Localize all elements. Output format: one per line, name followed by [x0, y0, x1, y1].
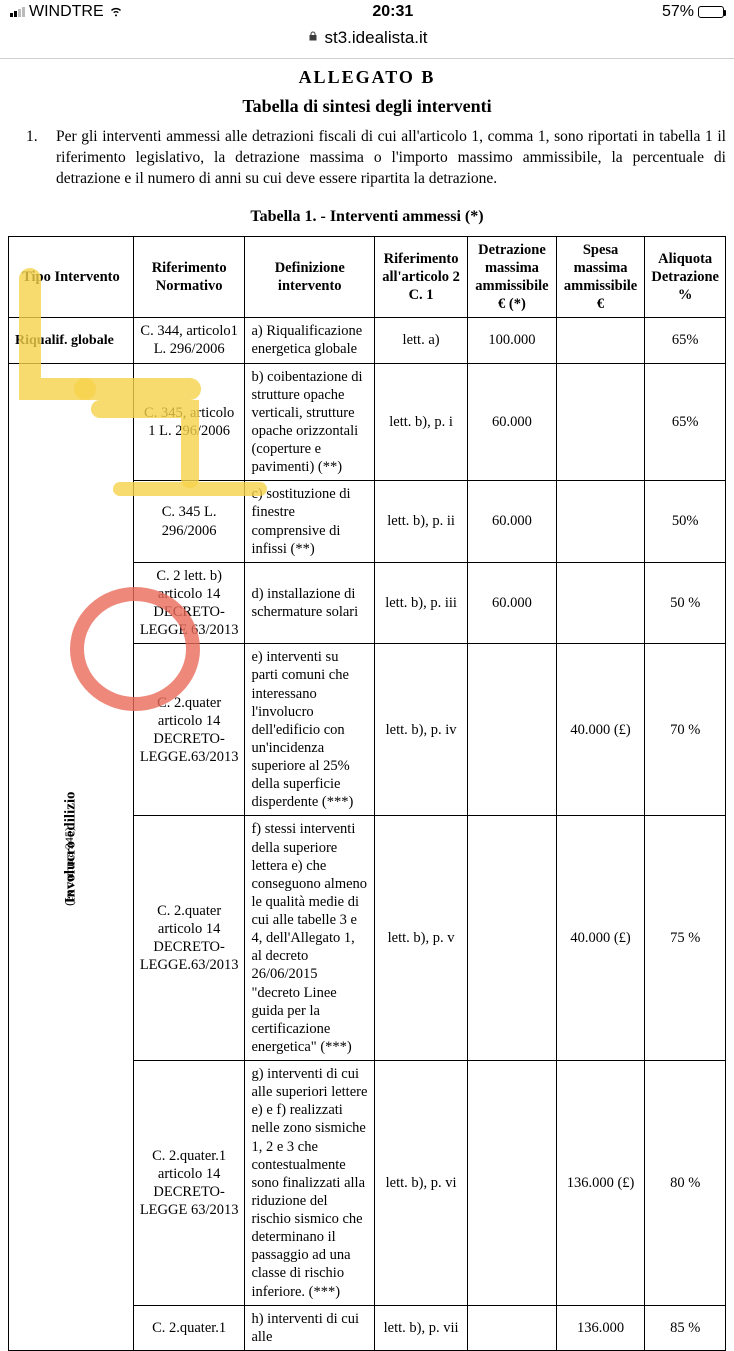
cell-aliq: 70 % — [645, 644, 726, 816]
table-row: Riqualif. globale C. 344, articolo1 L. 2… — [9, 318, 726, 363]
cell-def: a) Riqualificazione energetica globale — [245, 318, 375, 363]
cell-spesa — [556, 481, 645, 563]
cell-def: d) installazione di schermature solari — [245, 562, 375, 644]
cell-def: f) stessi interventi della superiore let… — [245, 816, 375, 1061]
cell-aliq: 65% — [645, 363, 726, 481]
th-art: Riferimento all'articolo 2 C. 1 — [375, 236, 468, 318]
cell-aliq: 65% — [645, 318, 726, 363]
cell-def: g) interventi di cui alle superiori lett… — [245, 1061, 375, 1306]
cell-spesa: 40.000 (£) — [556, 644, 645, 816]
cell-spesa: 136.000 (£) — [556, 1061, 645, 1306]
cell-def: e) interventi su parti comuni che intere… — [245, 644, 375, 816]
cell-rif: C. 2.quater.1 — [133, 1305, 245, 1350]
th-spesa: Spesa massima ammissibile € — [556, 236, 645, 318]
status-bar: WINDTRE 20:31 57% — [0, 0, 734, 24]
group-riqualif-label: Riqualif. globale — [15, 333, 114, 348]
cell-aliq: 75 % — [645, 816, 726, 1061]
clock: 20:31 — [372, 3, 413, 21]
cell-rif: C. 344, articolo1 L. 296/2006 — [133, 318, 245, 363]
cell-art: lett. b), p. i — [375, 363, 468, 481]
cell-detr — [468, 816, 557, 1061]
cell-aliq: 50% — [645, 481, 726, 563]
cell-art: lett. b), p. iii — [375, 562, 468, 644]
table-header-row: Tipo Intervento Riferimento Normativo De… — [9, 236, 726, 318]
th-aliq: Aliquota Detrazione % — [645, 236, 726, 318]
wifi-icon — [108, 2, 124, 23]
table-row: Involucro edilizio (ex comma 345) C. 345… — [9, 363, 726, 481]
cellular-signal-icon — [10, 7, 25, 17]
cell-aliq: 80 % — [645, 1061, 726, 1306]
browser-host: st3.idealista.it — [325, 28, 428, 48]
th-rif: Riferimento Normativo — [133, 236, 245, 318]
cell-detr — [468, 1305, 557, 1350]
allegato-heading: ALLEGATO B — [8, 67, 726, 88]
group-riqualif: Riqualif. globale — [9, 318, 134, 363]
cell-rif: C. 2.quater articolo 14 DECRETO-LEGGE.63… — [133, 816, 245, 1061]
carrier-label: WINDTRE — [29, 3, 104, 21]
cell-art: lett. b), p. ii — [375, 481, 468, 563]
cell-art: lett. b), p. vii — [375, 1305, 468, 1350]
cell-rif: C. 2.quater articolo 14 DECRETO-LEGGE.63… — [133, 644, 245, 816]
cell-art: lett. b), p. v — [375, 816, 468, 1061]
cell-detr: 60.000 — [468, 363, 557, 481]
cell-rif: C. 345 L. 296/2006 — [133, 481, 245, 563]
cell-art: lett. b), p. iv — [375, 644, 468, 816]
cell-spesa: 136.000 — [556, 1305, 645, 1350]
status-left: WINDTRE — [10, 2, 124, 23]
cell-spesa — [556, 318, 645, 363]
battery-icon — [698, 6, 724, 18]
interventi-table: Tipo Intervento Riferimento Normativo De… — [8, 236, 726, 1351]
th-tipo: Tipo Intervento — [9, 236, 134, 318]
cell-rif: C. 2.quater.1 articolo 14 DECRETO-LEGGE … — [133, 1061, 245, 1306]
th-def: Definizione intervento — [245, 236, 375, 318]
cell-detr: 60.000 — [468, 562, 557, 644]
table-title: Tabella 1. - Interventi ammessi (*) — [8, 208, 726, 226]
cell-detr: 100.000 — [468, 318, 557, 363]
group-involucro: Involucro edilizio (ex comma 345) — [9, 363, 134, 1350]
doc-subtitle: Tabella di sintesi degli interventi — [8, 96, 726, 117]
cell-spesa — [556, 363, 645, 481]
cell-detr — [468, 644, 557, 816]
intro-number: 1. — [26, 127, 46, 190]
cell-detr — [468, 1061, 557, 1306]
battery-percent: 57% — [662, 3, 694, 21]
cell-def: c) sostituzione di finestre comprensive … — [245, 481, 375, 563]
cell-detr: 60.000 — [468, 481, 557, 563]
th-detr: Detrazione massima ammissibile € (*) — [468, 236, 557, 318]
document-page: ALLEGATO B Tabella di sintesi degli inte… — [0, 59, 734, 1351]
cell-rif: C. 345, articolo 1 L. 296/2006 — [133, 363, 245, 481]
lock-icon — [307, 28, 319, 48]
cell-art: lett. b), p. vi — [375, 1061, 468, 1306]
cell-aliq: 50 % — [645, 562, 726, 644]
status-right: 57% — [662, 3, 724, 21]
group-involucro-sub: (ex comma 345) — [61, 827, 76, 906]
browser-url-bar[interactable]: st3.idealista.it — [0, 24, 734, 58]
intro-paragraph: 1. Per gli interventi ammessi alle detra… — [26, 127, 726, 190]
intro-text: Per gli interventi ammessi alle detrazio… — [56, 127, 726, 190]
cell-spesa: 40.000 (£) — [556, 816, 645, 1061]
cell-art: lett. a) — [375, 318, 468, 363]
cell-def: b) coibentazione di strutture opache ver… — [245, 363, 375, 481]
cell-def: h) interventi di cui alle — [245, 1305, 375, 1350]
cell-rif: C. 2 lett. b) articolo 14 DECRETO-LEGGE … — [133, 562, 245, 644]
cell-spesa — [556, 562, 645, 644]
cell-aliq: 85 % — [645, 1305, 726, 1350]
